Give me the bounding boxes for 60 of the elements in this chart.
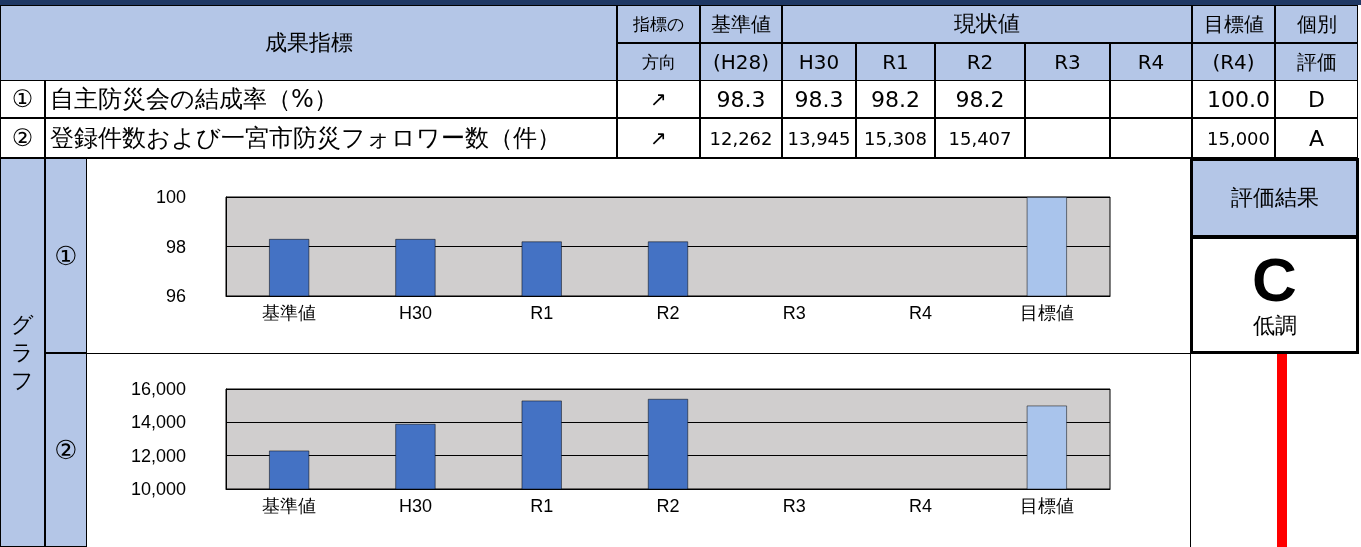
x-tick-label: R2 (656, 303, 680, 323)
text: R1 (856, 43, 935, 81)
y-tick-label: 100 (155, 187, 186, 207)
y-tick-label: 12,000 (130, 445, 186, 466)
text: ① (54, 240, 78, 271)
text: ↗ (617, 80, 700, 118)
text: A (1275, 118, 1358, 158)
x-tick-label: R1 (530, 303, 554, 323)
text: 100.0 (1192, 80, 1275, 118)
text: ① (0, 80, 45, 118)
x-tick-label: R1 (530, 496, 554, 516)
text: R2 (935, 43, 1025, 81)
text: グラフ (10, 310, 35, 395)
x-tick-label: R4 (909, 303, 933, 323)
text: 自主防災会の結成率（%） (45, 80, 617, 118)
text: 方向 (617, 43, 700, 81)
x-tick-label: R3 (782, 496, 806, 516)
text: 15,000 (1192, 118, 1275, 158)
text: H30 (782, 43, 856, 81)
text: 登録件数および一宮市防災フォロワー数（件） (45, 118, 617, 158)
y-tick-label: 96 (165, 286, 186, 306)
x-tick-label: 基準値 (262, 303, 317, 323)
text: 現状値 (782, 5, 1192, 43)
x-tick-label: R4 (909, 496, 933, 516)
y-tick-label: 14,000 (130, 412, 186, 433)
text: (R4) (1192, 43, 1275, 81)
text: D (1275, 80, 1358, 118)
text: C (1252, 245, 1297, 314)
text: ② (54, 435, 78, 465)
text: 評価結果 (1190, 158, 1359, 238)
text: (H28) (700, 43, 782, 81)
x-tick-label: R3 (782, 303, 806, 323)
text: R3 (1025, 43, 1110, 81)
text: 15,308 (856, 118, 935, 158)
text: 指標の (617, 5, 700, 43)
text: 98.2 (856, 80, 935, 118)
x-tick-label: R2 (656, 496, 680, 516)
text: R4 (1110, 43, 1192, 81)
x-tick-label: 目標値 (1019, 496, 1074, 516)
y-tick-label: 10,000 (130, 479, 186, 499)
x-tick-label: H30 (398, 496, 432, 516)
text: 低調 (1252, 312, 1297, 340)
y-tick-label: 16,000 (130, 379, 186, 399)
x-tick-label: 基準値 (262, 496, 317, 516)
text: 13,945 (782, 118, 856, 158)
text: 12,262 (700, 118, 782, 158)
text: 個別 (1275, 5, 1358, 43)
text: 成果指標 (0, 5, 617, 81)
text: 目標値 (1192, 5, 1275, 43)
text: 基準値 (700, 5, 782, 43)
x-tick-label: 目標値 (1019, 303, 1074, 323)
text: ↗ (617, 118, 700, 158)
text: 98.2 (935, 80, 1025, 118)
text: 評価 (1275, 43, 1358, 81)
y-tick-label: 98 (165, 236, 186, 257)
text: 15,407 (935, 118, 1025, 158)
text: 98.3 (782, 80, 856, 118)
x-tick-label: H30 (398, 303, 432, 323)
text: ② (0, 118, 45, 158)
text: 98.3 (700, 80, 782, 118)
